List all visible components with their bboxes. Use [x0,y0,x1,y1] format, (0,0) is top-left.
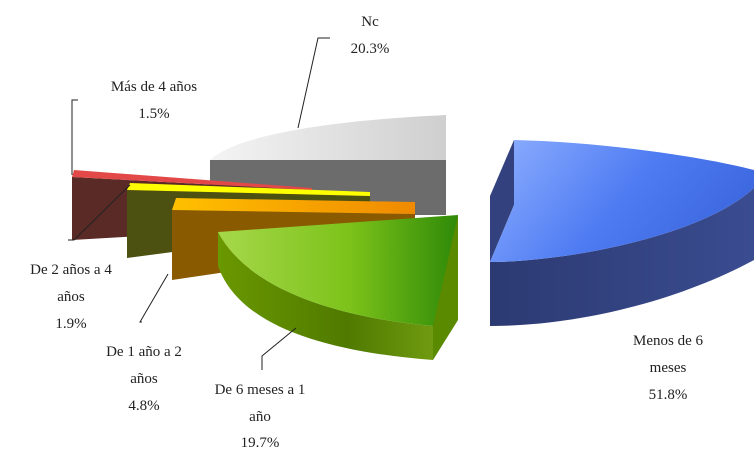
slice-face [433,215,458,360]
label-value: 19.7% [241,435,280,451]
label-name: Más de 4 años [111,79,197,95]
slice-side [490,188,754,326]
label-name: Nc [361,14,379,30]
label-name-line2: meses [650,360,687,376]
label-name-line2: años [57,289,85,305]
data-label-6-meses-a-1-ano: De 6 meses a 1 año 19.7% [215,382,306,451]
data-label-menos-de-6-meses: Menos de 6 meses 51.8% [633,333,703,403]
slice-top [490,140,754,262]
label-value: 51.8% [649,387,688,403]
data-label-mas-de-4-anos: Más de 4 años 1.5% [111,79,197,122]
pie-slice-6-meses-a-1-ano [218,215,458,360]
slice-side [218,232,433,360]
label-name-line1: De 2 años a 4 [30,262,112,278]
data-label-2-a-4-anos: De 2 años a 4 años 1.9% [30,262,112,332]
label-value: 1.9% [55,316,86,332]
label-value: 20.3% [351,41,390,57]
slice-top [218,215,458,326]
leader-line-mas-de-4-anos [71,99,78,175]
leader-line-1-a-2-anos [139,273,169,323]
label-name-line1: De 1 año a 2 [106,344,182,360]
data-label-nc: Nc 20.3% [351,14,390,57]
slice-top [210,115,446,160]
pie-slice-menos-de-6-meses [490,140,754,326]
label-name-line1: De 6 meses a 1 [215,382,306,398]
leader-lines [68,37,330,370]
slice-top [72,170,312,190]
slice-top [127,183,370,196]
label-name-line1: Menos de 6 [633,333,703,349]
label-name-line2: años [130,371,158,387]
slice-top [172,198,415,214]
leader-line-nc [297,37,330,129]
data-label-1-a-2-anos: De 1 año a 2 años 4.8% [106,344,182,414]
slice-face [490,140,514,262]
label-name-line2: año [249,409,271,425]
leader-line-2-a-4-anos [68,184,131,241]
label-value: 1.5% [138,106,169,122]
label-value: 4.8% [128,398,159,414]
leader-line-6-meses-a-1-ano [261,327,297,370]
